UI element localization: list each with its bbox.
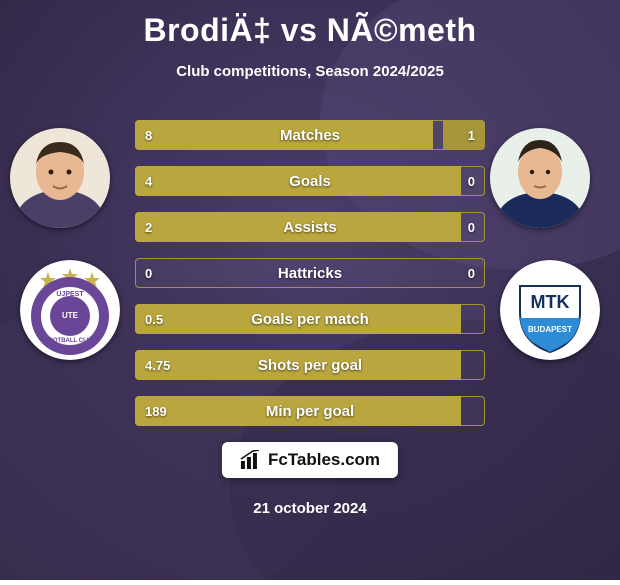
stat-label: Matches <box>135 120 485 150</box>
stat-row: 189Min per goal <box>135 396 485 426</box>
stat-label: Goals per match <box>135 304 485 334</box>
stat-row: 20Assists <box>135 212 485 242</box>
page-title: BrodiÄ‡ vs NÃ©meth <box>0 0 620 49</box>
stat-row: 81Matches <box>135 120 485 150</box>
stat-label: Min per goal <box>135 396 485 426</box>
site-name: FcTables.com <box>268 450 380 470</box>
site-logo-box: FcTables.com <box>222 442 398 478</box>
stat-label: Goals <box>135 166 485 196</box>
footer-date: 21 october 2024 <box>0 500 620 517</box>
chart-icon <box>240 450 262 470</box>
stat-label: Assists <box>135 212 485 242</box>
stat-label: Hattricks <box>135 258 485 288</box>
stat-row: 40Goals <box>135 166 485 196</box>
page-subtitle: Club competitions, Season 2024/2025 <box>0 63 620 80</box>
stat-row: 0.5Goals per match <box>135 304 485 334</box>
stat-row: 4.75Shots per goal <box>135 350 485 380</box>
stat-row: 00Hattricks <box>135 258 485 288</box>
stat-label: Shots per goal <box>135 350 485 380</box>
stats-bars: 81Matches 40Goals 20Assists 00Hattricks 0.5G… <box>135 120 485 426</box>
